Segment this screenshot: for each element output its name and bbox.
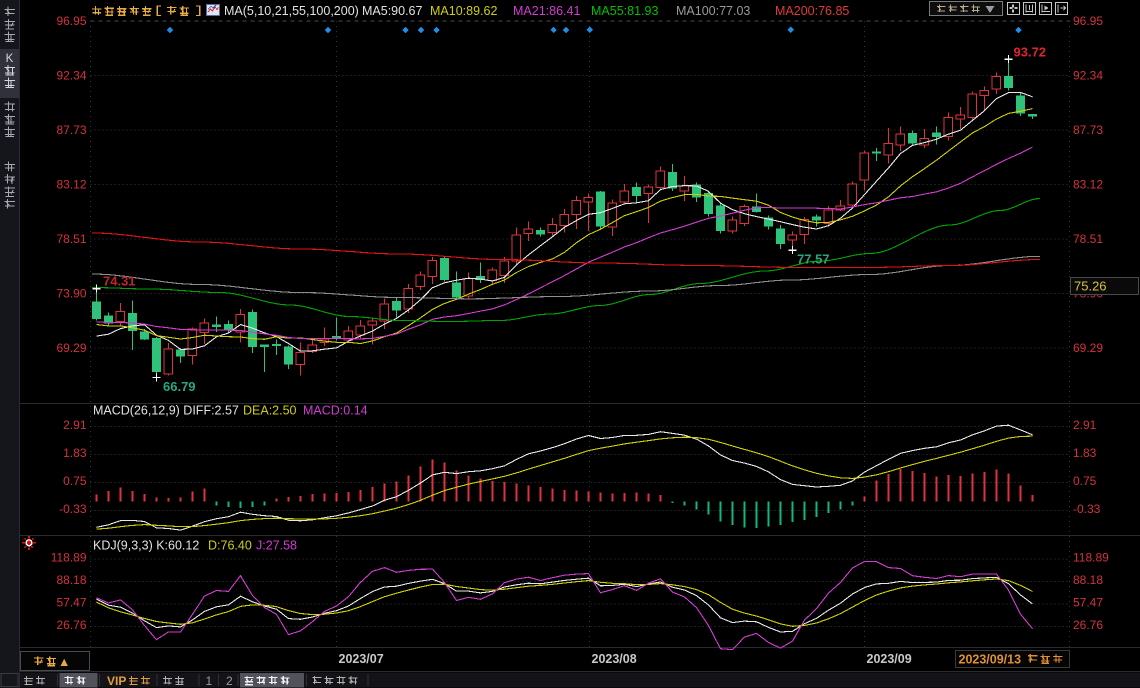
svg-text:26.76: 26.76 (1073, 618, 1103, 632)
svg-text:2: 2 (226, 674, 233, 688)
svg-text:93.72: 93.72 (1014, 45, 1047, 60)
svg-text:2023/09/13: 2023/09/13 (959, 653, 1022, 667)
svg-text:87.73: 87.73 (56, 123, 86, 137)
svg-text:MA5:90.67: MA5:90.67 (362, 4, 423, 18)
svg-text:2023/07: 2023/07 (339, 652, 384, 666)
svg-text:MA200:76.85: MA200:76.85 (775, 4, 849, 18)
svg-text:118.89: 118.89 (51, 551, 87, 565)
svg-text:96.95: 96.95 (56, 14, 86, 28)
svg-text:88.18: 88.18 (56, 573, 86, 587)
svg-text:J:27.58: J:27.58 (256, 539, 297, 553)
svg-text:78.51: 78.51 (56, 232, 86, 246)
svg-text:2.91: 2.91 (1073, 418, 1097, 432)
svg-text:1.83: 1.83 (63, 446, 87, 460)
svg-text:75.26: 75.26 (1074, 279, 1107, 294)
svg-text:74.31: 74.31 (103, 274, 136, 289)
svg-text:DEA:2.50: DEA:2.50 (243, 404, 297, 418)
svg-text:57.47: 57.47 (1073, 596, 1103, 610)
svg-text:0.75: 0.75 (1073, 474, 1097, 488)
svg-text:78.51: 78.51 (1073, 232, 1103, 246)
svg-text:0.75: 0.75 (63, 474, 87, 488)
svg-text:MACD:0.14: MACD:0.14 (303, 404, 368, 418)
svg-text:MA10:89.62: MA10:89.62 (430, 4, 497, 18)
svg-text:MACD(26,12,9) DIFF:2.57: MACD(26,12,9) DIFF:2.57 (93, 404, 239, 418)
svg-text:MA(5,10,21,55,100,200): MA(5,10,21,55,100,200) (224, 4, 359, 18)
svg-text:26.76: 26.76 (56, 618, 86, 632)
svg-text:-0.33: -0.33 (59, 502, 87, 516)
svg-text:69.29: 69.29 (56, 341, 86, 355)
svg-text:MA55:81.93: MA55:81.93 (591, 4, 658, 18)
svg-text:69.29: 69.29 (1073, 341, 1103, 355)
svg-text:MA100:77.03: MA100:77.03 (676, 4, 750, 18)
svg-text:92.34: 92.34 (1073, 69, 1103, 83)
svg-text:88.18: 88.18 (1073, 573, 1103, 587)
svg-text:▲: ▲ (58, 655, 70, 669)
svg-text:2023/08: 2023/08 (592, 652, 637, 666)
svg-text:K: K (6, 53, 14, 65)
svg-text:2023/09: 2023/09 (867, 652, 912, 666)
svg-text:-0.33: -0.33 (1073, 502, 1101, 516)
svg-text:83.12: 83.12 (56, 178, 86, 192)
svg-text:KDJ(9,3,3) K:60.12: KDJ(9,3,3) K:60.12 (93, 539, 199, 553)
svg-text:66.79: 66.79 (163, 379, 196, 394)
svg-text:87.73: 87.73 (1073, 123, 1103, 137)
svg-text:77.57: 77.57 (797, 252, 830, 267)
svg-text:2.91: 2.91 (63, 418, 87, 432)
svg-text:VIP: VIP (107, 674, 126, 688)
svg-text:1.83: 1.83 (1073, 446, 1097, 460)
svg-text:57.47: 57.47 (56, 596, 86, 610)
svg-text:118.89: 118.89 (1073, 551, 1109, 565)
svg-text:96.95: 96.95 (1073, 14, 1103, 28)
svg-text:D:76.40: D:76.40 (208, 539, 252, 553)
svg-text:92.34: 92.34 (56, 69, 86, 83)
svg-text:73.90: 73.90 (56, 287, 86, 301)
svg-text:MA21:86.41: MA21:86.41 (513, 4, 580, 18)
svg-text:1: 1 (206, 674, 213, 688)
svg-text:83.12: 83.12 (1073, 178, 1103, 192)
